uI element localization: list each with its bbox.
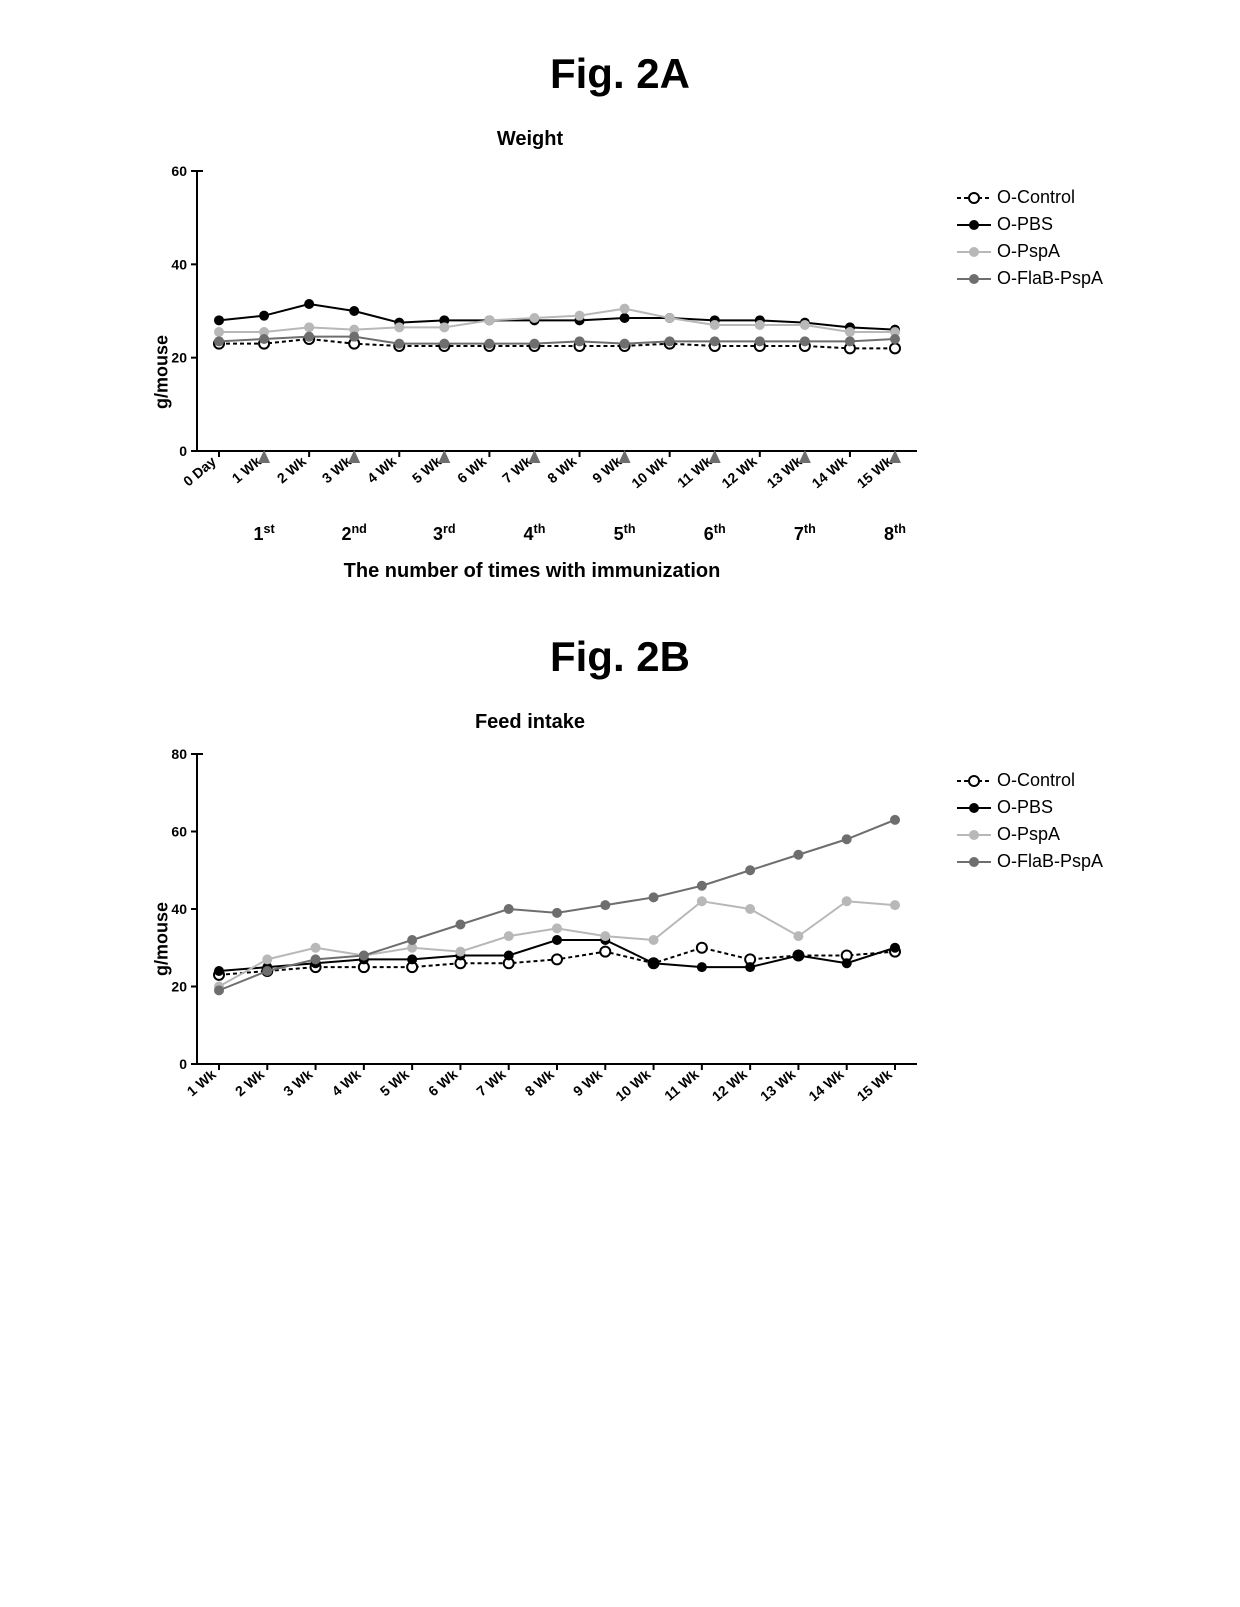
chart-a-title: Weight: [0, 128, 1240, 151]
legend-marker-icon: [957, 773, 991, 789]
legend-item: O-PspA: [957, 824, 1103, 845]
svg-text:80: 80: [171, 746, 187, 762]
legend-item: O-Control: [957, 770, 1103, 791]
svg-text:5 Wk: 5 Wk: [377, 1066, 412, 1099]
legend-marker-icon: [957, 854, 991, 870]
chart-a-wrap: Weight g/mouse 02040600 Day1 Wk2 Wk3 Wk4…: [0, 128, 1240, 583]
legend-item: O-PspA: [957, 241, 1103, 262]
svg-text:10 Wk: 10 Wk: [628, 453, 669, 491]
legend-marker-icon: [957, 271, 991, 287]
chart-a-plot-area: g/mouse 02040600 Day1 Wk2 Wk3 Wk4 Wk5 Wk…: [137, 161, 927, 583]
svg-text:40: 40: [171, 901, 187, 917]
svg-text:20: 20: [171, 979, 187, 995]
svg-text:12 Wk: 12 Wk: [709, 1066, 750, 1104]
legend-marker-icon: [957, 800, 991, 816]
legend-label: O-FlaB-PspA: [997, 268, 1103, 289]
svg-text:1 Wk: 1 Wk: [184, 1066, 219, 1099]
svg-text:60: 60: [171, 824, 187, 840]
svg-text:60: 60: [171, 163, 187, 179]
svg-text:8 Wk: 8 Wk: [544, 453, 579, 486]
svg-text:15 Wk: 15 Wk: [854, 453, 895, 491]
svg-text:4 Wk: 4 Wk: [364, 453, 399, 486]
svg-text:11 Wk: 11 Wk: [661, 1066, 702, 1104]
svg-text:13 Wk: 13 Wk: [763, 453, 804, 491]
ordinal-label: 8th: [884, 522, 906, 545]
svg-text:14 Wk: 14 Wk: [809, 453, 850, 491]
svg-text:4 Wk: 4 Wk: [328, 1066, 363, 1099]
legend-label: O-Control: [997, 187, 1075, 208]
chart-a-svg: 02040600 Day1 Wk2 Wk3 Wk4 Wk5 Wk6 Wk7 Wk…: [137, 161, 927, 516]
legend-label: O-PBS: [997, 797, 1053, 818]
ordinal-label: 5th: [614, 522, 636, 545]
svg-text:7 Wk: 7 Wk: [473, 1066, 508, 1099]
svg-text:0: 0: [179, 443, 187, 459]
legend-item: O-FlaB-PspA: [957, 851, 1103, 872]
legend-item: O-PBS: [957, 214, 1103, 235]
svg-text:6 Wk: 6 Wk: [425, 1066, 460, 1099]
svg-text:1 Wk: 1 Wk: [229, 453, 264, 486]
chart-a-immun-label: The number of times with immunization: [137, 560, 927, 583]
svg-text:5 Wk: 5 Wk: [409, 453, 444, 486]
fig-b-label: Fig. 2B: [0, 633, 1240, 681]
legend-label: O-PspA: [997, 241, 1060, 262]
svg-text:15 Wk: 15 Wk: [854, 1066, 895, 1104]
chart-b-wrap: Feed intake g/mouse 0 20 40 60 80 1 Wk 2 Wk 3 W…: [0, 711, 1240, 1134]
legend-marker-icon: [957, 190, 991, 206]
legend-label: O-PBS: [997, 214, 1053, 235]
chart-b-ylabel: g/mouse: [151, 902, 172, 976]
svg-text:9 Wk: 9 Wk: [570, 1066, 605, 1099]
chart-b-title: Feed intake: [0, 711, 1240, 734]
chart-b-legend: O-Control O-PBS O-PspA O-FlaB-PspA: [957, 764, 1103, 878]
legend-label: O-FlaB-PspA: [997, 851, 1103, 872]
chart-a-legend: O-Control O-PBS O-PspA O-FlaB-PspA: [957, 181, 1103, 295]
chart-a-ylabel: g/mouse: [151, 335, 172, 409]
legend-label: O-Control: [997, 770, 1075, 791]
svg-text:20: 20: [171, 350, 187, 366]
svg-text:8 Wk: 8 Wk: [522, 1066, 557, 1099]
legend-marker-icon: [957, 244, 991, 260]
ordinal-label: 3rd: [433, 522, 456, 545]
svg-text:9 Wk: 9 Wk: [589, 453, 624, 486]
ordinal-label: 7th: [794, 522, 816, 545]
legend-item: O-Control: [957, 187, 1103, 208]
svg-text:2 Wk: 2 Wk: [232, 1066, 267, 1099]
svg-text:14 Wk: 14 Wk: [805, 1066, 846, 1104]
svg-text:10 Wk: 10 Wk: [612, 1066, 653, 1104]
svg-text:7 Wk: 7 Wk: [499, 453, 534, 486]
chart-b-plot-area: g/mouse 0 20 40 60 80 1 Wk 2 Wk 3 Wk 4 Wk 5 Wk 6 W…: [137, 744, 927, 1134]
svg-text:13 Wk: 13 Wk: [757, 1066, 798, 1104]
legend-label: O-PspA: [997, 824, 1060, 845]
ordinal-label: 6th: [704, 522, 726, 545]
legend-marker-icon: [957, 827, 991, 843]
fig-a-label: Fig. 2A: [0, 50, 1240, 98]
svg-text:3 Wk: 3 Wk: [319, 453, 354, 486]
svg-text:0: 0: [179, 1056, 187, 1072]
svg-text:2 Wk: 2 Wk: [274, 453, 309, 486]
ordinal-label: 4th: [523, 522, 545, 545]
chart-a-ordinals: 1st 2nd 3rd 4th 5th 6th 7th 8th: [137, 522, 927, 550]
svg-text:6 Wk: 6 Wk: [454, 453, 489, 486]
legend-marker-icon: [957, 217, 991, 233]
svg-text:3 Wk: 3 Wk: [280, 1066, 315, 1099]
ordinal-label: 2nd: [341, 522, 366, 545]
svg-text:12 Wk: 12 Wk: [718, 453, 759, 491]
ordinal-label: 1st: [253, 522, 274, 545]
legend-item: O-PBS: [957, 797, 1103, 818]
svg-text:11 Wk: 11 Wk: [674, 453, 715, 491]
svg-text:40: 40: [171, 256, 187, 272]
legend-item: O-FlaB-PspA: [957, 268, 1103, 289]
chart-b-svg: 0 20 40 60 80 1 Wk 2 Wk 3 Wk 4 Wk 5 Wk 6 Wk 7 Wk 8 W…: [137, 744, 927, 1134]
